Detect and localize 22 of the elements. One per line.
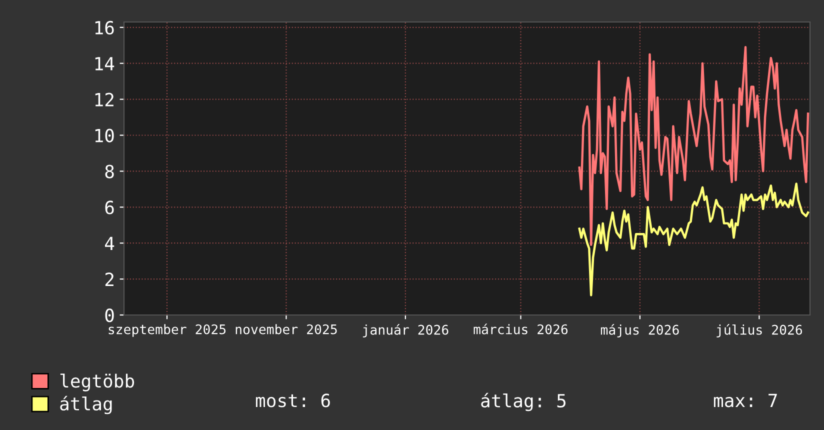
text: átlag: 5: [481, 392, 566, 412]
line-series: [578, 46, 810, 246]
y-tick-label: 0: [105, 308, 114, 322]
text: max: 7: [714, 394, 777, 408]
x-tick-label: március 2026: [474, 324, 568, 334]
y-tick-label: 10: [95, 128, 114, 142]
x-tick-label: november 2025: [236, 324, 337, 334]
y-tick-label: 14: [95, 57, 114, 70]
y-tick-label: 8: [105, 164, 114, 178]
text: most: 6: [256, 394, 330, 408]
y-tick-label: 12: [95, 92, 114, 106]
y-tick-label: 4: [105, 236, 114, 250]
y-tick-label: 2: [105, 272, 114, 286]
x-tick-label: január 2026: [362, 324, 448, 338]
legend-label: átlag: [60, 396, 112, 414]
legend-label: legtöbb: [60, 374, 134, 392]
y-tick-label: 6: [105, 200, 114, 214]
line-series: [578, 182, 810, 296]
y-tick-label: 16: [95, 20, 114, 35]
x-tick-label: július 2026: [716, 324, 802, 338]
x-tick-label: május 2026: [600, 324, 679, 338]
x-tick-label: szeptember 2025: [108, 324, 226, 337]
